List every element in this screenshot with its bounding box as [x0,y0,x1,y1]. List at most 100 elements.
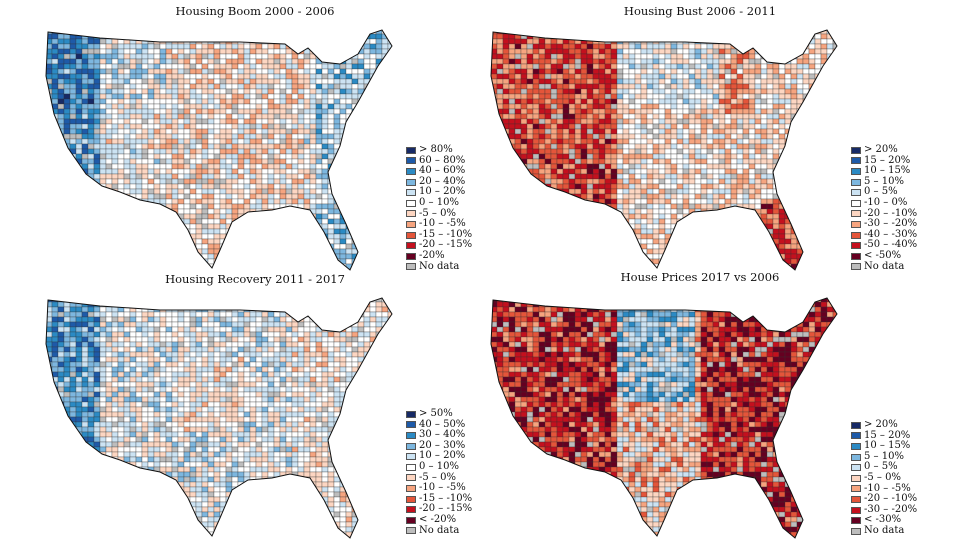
county [640,93,648,100]
county [286,24,292,29]
county [147,233,155,240]
county [75,168,83,175]
county [261,233,269,240]
county [327,68,335,75]
county [520,78,528,85]
county [231,228,239,235]
county [634,168,642,175]
county [586,48,594,55]
county [381,163,389,170]
county [105,208,113,215]
county [730,178,738,185]
county [255,203,263,210]
county [369,93,377,100]
county [142,24,148,29]
county [207,238,215,245]
county [111,163,119,170]
county [207,228,215,235]
county [652,133,660,140]
county [111,33,119,40]
county [63,73,71,80]
county [261,73,269,80]
county [491,24,497,29]
county [57,153,65,160]
county [298,24,304,29]
county [141,33,149,40]
county [207,73,215,80]
county [285,93,293,100]
county [742,68,750,75]
county [165,108,173,115]
county [159,113,167,120]
county [544,68,552,75]
county [105,143,113,150]
county [165,93,173,100]
county [165,198,173,205]
county [754,143,762,150]
county [261,178,269,185]
county [532,73,540,80]
county [387,233,392,240]
county [69,263,77,270]
county [201,78,209,85]
county [556,113,564,120]
county [339,163,347,170]
county [508,113,516,120]
county [63,153,71,160]
county [177,43,185,50]
county [664,168,672,175]
county [742,98,750,105]
county [291,223,299,230]
county [772,148,780,155]
county [580,53,588,60]
county [291,158,299,165]
county [273,218,281,225]
county [712,158,720,165]
county [333,228,341,235]
county [351,78,359,85]
county [291,183,299,190]
county [598,33,606,40]
county [69,248,77,255]
county [580,128,588,135]
legend-item: No data [406,261,472,273]
county [225,53,233,60]
county [213,98,221,105]
county [724,48,732,55]
county [183,73,191,80]
county [700,53,708,60]
county [111,118,119,125]
county [712,98,720,105]
county [273,213,281,220]
county [803,24,809,29]
county [581,24,587,29]
county [135,53,143,60]
county [315,178,323,185]
county [574,88,582,95]
county [309,108,317,115]
county [568,98,576,105]
county [261,63,269,70]
county [760,103,768,110]
county [616,98,624,105]
county [201,238,209,245]
county [676,168,684,175]
county [279,30,287,35]
county [363,63,371,70]
county [87,143,95,150]
county [153,248,161,255]
county [69,223,77,230]
county [694,78,702,85]
county [255,223,263,230]
county [502,173,510,180]
county [604,68,612,75]
county [297,158,305,165]
county [261,238,269,245]
county [309,168,317,175]
county [491,118,492,125]
county [784,113,792,120]
county [135,248,143,255]
county [508,78,516,85]
county [610,143,618,150]
county [754,93,762,100]
